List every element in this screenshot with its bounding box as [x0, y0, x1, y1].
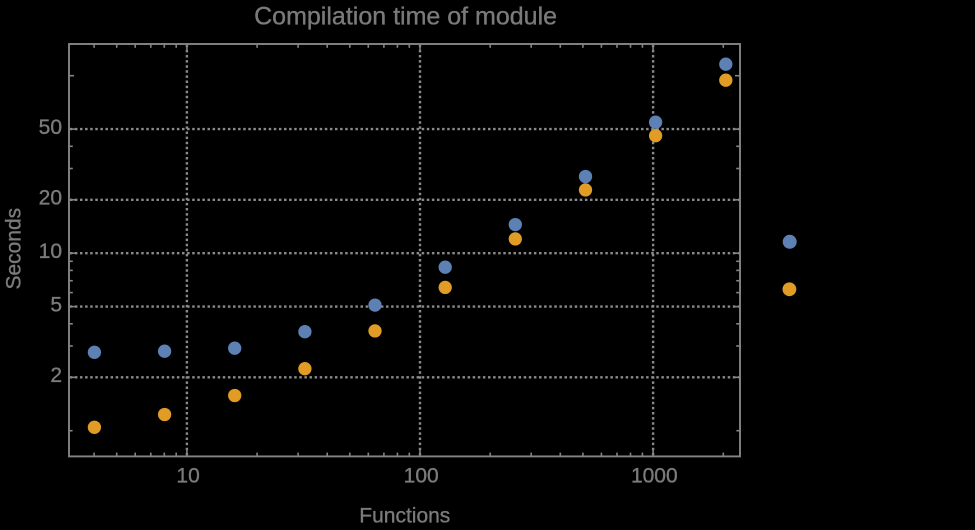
- svg-text:10: 10: [39, 240, 62, 263]
- svg-text:2: 2: [50, 364, 62, 387]
- svg-text:Compilation time of module: Compilation time of module: [254, 3, 557, 31]
- svg-text:1000: 1000: [631, 465, 678, 488]
- svg-text:100: 100: [404, 465, 439, 488]
- svg-text:20: 20: [39, 187, 62, 210]
- svg-text:Seconds: Seconds: [3, 208, 26, 290]
- svg-text:10: 10: [176, 465, 199, 488]
- svg-text:50: 50: [39, 116, 62, 139]
- svg-text:5: 5: [50, 294, 62, 317]
- svg-text:Functions: Functions: [359, 505, 450, 525]
